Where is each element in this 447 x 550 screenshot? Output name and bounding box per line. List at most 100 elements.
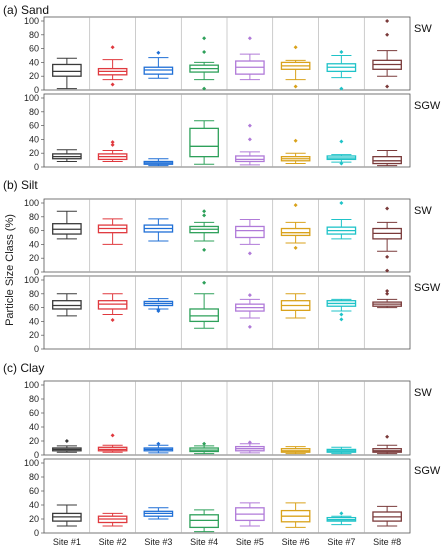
y-tick-label: 80: [29, 107, 39, 117]
box-6: [280, 502, 311, 528]
iqr-box: [235, 155, 265, 163]
box-2: [97, 140, 128, 162]
y-tick-label: 0: [34, 162, 39, 172]
box-8: [372, 434, 402, 455]
box-1: [52, 293, 82, 317]
outlier-point: [293, 45, 298, 50]
outlier-point: [385, 268, 390, 273]
outlier-point: [247, 293, 252, 298]
box-3: [143, 441, 174, 454]
y-tick-label: 0: [34, 344, 39, 354]
box-6: [280, 138, 311, 165]
box-1: [52, 210, 82, 240]
box-4: [189, 36, 219, 91]
outlier-point: [247, 324, 252, 329]
box-3: [143, 507, 174, 520]
x-tick-label: Site #5: [236, 537, 264, 547]
y-tick-label: 40: [29, 500, 39, 510]
panel-title: (c) Clay: [3, 361, 44, 375]
box-6: [280, 45, 311, 89]
box-6: [280, 203, 311, 250]
subplot-sw: 0 20 40 60 80 100 SW: [24, 198, 432, 277]
box-1: [52, 504, 82, 527]
box-4: [189, 441, 219, 455]
outlier-point: [385, 434, 390, 439]
outlier-point: [339, 511, 344, 516]
outlier-point: [202, 86, 207, 91]
outlier-point: [110, 45, 115, 50]
box-3: [143, 158, 174, 167]
outlier-point: [385, 291, 390, 296]
y-axis-label: Particle Size Class (%): [4, 214, 16, 326]
outlier-point: [293, 84, 298, 89]
outlier-point: [385, 289, 390, 294]
outlier-point: [293, 203, 298, 208]
outlier-point: [339, 317, 344, 322]
outlier-point: [202, 247, 207, 252]
y-tick-label: 100: [24, 458, 39, 468]
outlier-point: [247, 36, 252, 41]
iqr-box: [189, 127, 219, 158]
y-tick-label: 0: [34, 85, 39, 95]
box-5: [235, 293, 265, 329]
y-tick-label: 20: [29, 330, 39, 340]
y-tick-label: 100: [24, 16, 39, 26]
y-tick-label: 60: [29, 44, 39, 54]
box-4: [189, 209, 219, 252]
outlier-point: [110, 433, 115, 438]
box-7: [326, 511, 357, 526]
box-8: [372, 289, 402, 309]
iqr-box: [189, 514, 219, 529]
y-tick-label: 60: [29, 303, 39, 313]
box-7: [326, 201, 357, 240]
box-3: [143, 298, 174, 314]
y-tick-label: 60: [29, 408, 39, 418]
box-5: [235, 123, 265, 166]
box-2: [97, 433, 128, 453]
y-tick-label: 100: [24, 93, 39, 103]
series-label: SW: [414, 23, 432, 35]
box-3: [143, 50, 174, 79]
subplot-sgw: 0 20 40 60 80 100 SGW: [24, 275, 441, 354]
outlier-point: [110, 140, 115, 145]
y-tick-label: 40: [29, 57, 39, 67]
box-8: [372, 505, 402, 527]
y-tick-label: 80: [29, 212, 39, 222]
outlier-point: [156, 50, 161, 55]
x-tick-label: Site #8: [373, 537, 401, 547]
outlier-point: [247, 137, 252, 142]
box-4: [189, 120, 219, 165]
box-2: [97, 218, 128, 245]
outlier-point: [385, 254, 390, 259]
outlier-point: [293, 245, 298, 250]
box-4: [189, 280, 219, 329]
outlier-point: [202, 50, 207, 55]
y-tick-label: 20: [29, 514, 39, 524]
outlier-point: [385, 19, 390, 23]
outlier-point: [110, 318, 115, 323]
box-5: [235, 219, 265, 256]
y-tick-label: 80: [29, 472, 39, 482]
box-2: [97, 512, 128, 527]
box-2: [97, 293, 128, 323]
y-tick-label: 40: [29, 422, 39, 432]
y-tick-label: 0: [34, 267, 39, 277]
series-label: SW: [414, 205, 432, 217]
y-tick-label: 60: [29, 226, 39, 236]
outlier-point: [156, 307, 161, 312]
x-tick-label: Site #1: [53, 537, 81, 547]
box-6: [280, 293, 311, 319]
x-tick-label: Site #3: [144, 537, 172, 547]
box-2: [97, 45, 128, 87]
series-label: SGW: [414, 465, 441, 477]
outlier-point: [339, 139, 344, 144]
subplot-sgw: 0 20 40 60 80 100 SGW: [24, 458, 441, 538]
subplot-sw: 0 20 40 60 80 100 SW: [24, 380, 432, 460]
outlier-point: [293, 138, 298, 143]
y-tick-label: 20: [29, 148, 39, 158]
x-tick-label: Site #6: [282, 537, 310, 547]
y-tick-label: 20: [29, 436, 39, 446]
iqr-box: [52, 63, 82, 77]
outlier-point: [202, 209, 207, 214]
